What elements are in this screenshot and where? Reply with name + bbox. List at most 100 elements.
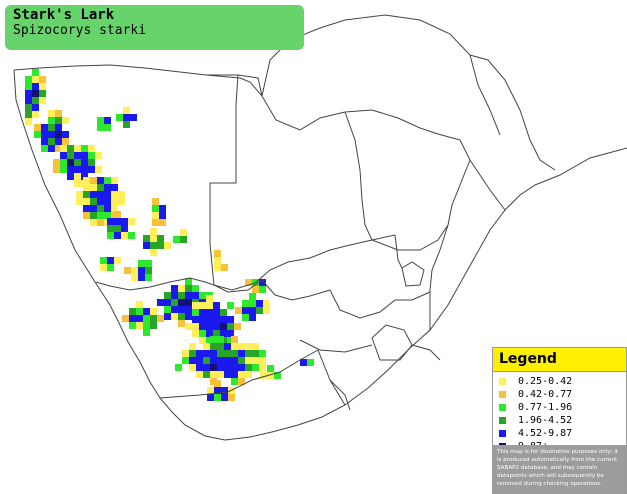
grid-cell <box>210 336 217 343</box>
grid-cell <box>114 211 121 218</box>
grid-cell <box>122 315 129 322</box>
grid-cell <box>252 343 259 350</box>
grid-cell <box>249 314 256 321</box>
grid-cell <box>25 83 32 90</box>
swaziland <box>401 261 425 287</box>
grid-cell <box>238 371 245 378</box>
grid-cell <box>263 300 270 307</box>
grid-cell <box>138 260 145 267</box>
grid-cell <box>213 330 220 337</box>
grid-cell <box>39 83 46 90</box>
grid-cell <box>210 371 217 378</box>
grid-cell <box>118 198 125 205</box>
grid-cell <box>217 364 224 371</box>
grid-cell <box>259 364 266 371</box>
grid-cell <box>192 309 199 316</box>
grid-cell <box>150 242 157 249</box>
grid-cell <box>131 274 138 281</box>
grid-cell <box>32 76 39 83</box>
grid-cell <box>242 314 249 321</box>
grid-cell <box>118 191 125 198</box>
grid-cell <box>152 205 159 212</box>
legend-label: 1.96-4.52 <box>518 415 573 426</box>
grid-cell <box>143 242 150 249</box>
grid-cell <box>227 337 234 344</box>
grid-cell <box>157 235 164 242</box>
grid-cell <box>220 316 227 323</box>
grid-cell <box>224 371 231 378</box>
grid-cell <box>121 218 128 225</box>
grid-cell <box>157 315 164 322</box>
grid-cell <box>189 357 196 364</box>
legend-swatch <box>499 430 506 437</box>
grid-cell <box>67 166 74 173</box>
grid-cell <box>136 322 143 329</box>
grid-cell <box>74 180 81 187</box>
grid-cell <box>173 236 180 243</box>
zimbabwe-mozambique-border <box>371 159 471 251</box>
grid-cell <box>97 205 104 212</box>
sa-province-6 <box>251 349 319 381</box>
mozambique-sa-border <box>429 224 449 330</box>
legend-label: 4.52-9.87 <box>518 428 573 439</box>
grid-cell <box>48 145 55 152</box>
grid-cell <box>210 343 217 350</box>
grid-cell <box>107 225 114 232</box>
grid-cell <box>48 110 55 117</box>
grid-cell <box>97 124 104 131</box>
grid-cell <box>245 279 252 286</box>
grid-cell <box>129 315 136 322</box>
grid-cell <box>214 394 221 401</box>
grid-cell <box>81 145 88 152</box>
grid-cell <box>67 145 74 152</box>
grid-cell <box>206 337 213 344</box>
grid-cell <box>128 232 135 239</box>
legend-label: 0.77-1.96 <box>518 402 573 413</box>
species-common-name: Stark's Lark <box>13 7 115 23</box>
grid-cell <box>41 145 48 152</box>
grid-cell <box>97 219 104 226</box>
grid-cell <box>104 184 111 191</box>
grid-cell <box>224 350 231 357</box>
lesotho <box>371 324 413 361</box>
grid-cell <box>25 118 32 125</box>
grid-cell <box>214 387 221 394</box>
grid-cell <box>210 378 217 385</box>
grid-cell <box>259 357 266 364</box>
grid-cell <box>206 302 213 309</box>
grid-cell <box>60 159 67 166</box>
grid-cell <box>206 295 213 302</box>
grid-cell <box>171 285 178 292</box>
grid-cell <box>210 364 217 371</box>
grid-cell <box>214 264 221 271</box>
grid-cell <box>185 313 192 320</box>
grid-cell <box>83 177 90 184</box>
grid-cell <box>83 191 90 198</box>
grid-cell <box>62 131 69 138</box>
grid-cell <box>213 316 220 323</box>
grid-cell <box>180 229 187 236</box>
grid-cell <box>252 286 259 293</box>
grid-cell <box>203 364 210 371</box>
grid-cell <box>206 309 213 316</box>
sa-province-2 <box>299 339 373 353</box>
sa-province-3 <box>329 289 396 319</box>
grid-cell <box>60 152 67 159</box>
grid-cell <box>131 267 138 274</box>
grid-cell <box>199 309 206 316</box>
grid-cell <box>60 145 67 152</box>
botswana-zimbabwe-border <box>344 111 373 241</box>
grid-cell <box>25 111 32 118</box>
grid-cell <box>39 90 46 97</box>
grid-cell <box>111 184 118 191</box>
grid-cell <box>185 292 192 299</box>
grid-cell <box>152 219 159 226</box>
grid-cell <box>189 343 196 350</box>
grid-cell <box>171 299 178 306</box>
grid-cell <box>203 371 210 378</box>
grid-cell <box>67 173 74 180</box>
sa-province-1 <box>261 279 331 301</box>
legend-item: 0.25-0.42 <box>499 375 626 388</box>
sa-province-9 <box>411 344 441 361</box>
